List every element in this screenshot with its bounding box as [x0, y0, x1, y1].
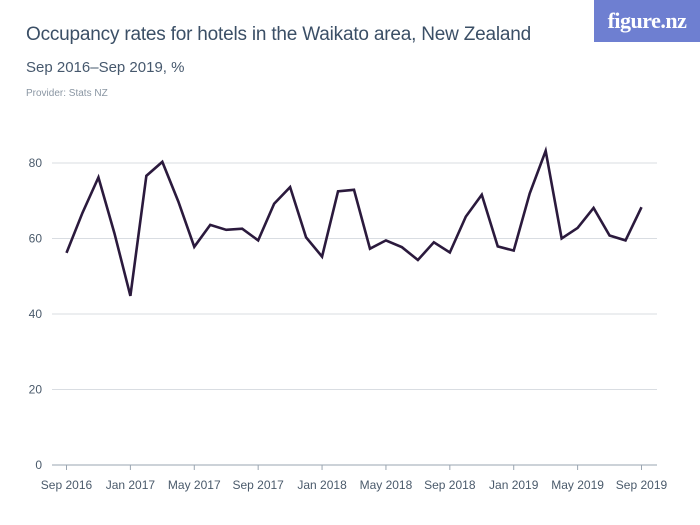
- x-tick-label: Jan 2019: [489, 478, 539, 492]
- data-point[interactable]: [543, 148, 549, 154]
- chart-subtitle: Sep 2016–Sep 2019, %: [26, 59, 185, 76]
- data-point[interactable]: [175, 199, 181, 205]
- data-point[interactable]: [319, 254, 325, 260]
- y-tick-label: 60: [29, 232, 43, 246]
- data-point[interactable]: [431, 239, 437, 245]
- data-point[interactable]: [351, 187, 357, 193]
- data-point[interactable]: [191, 244, 197, 250]
- y-tick-label: 40: [29, 307, 43, 321]
- data-point[interactable]: [159, 159, 165, 165]
- data-point[interactable]: [239, 226, 245, 232]
- data-point[interactable]: [479, 192, 485, 198]
- x-tick-label: Sep 2019: [616, 478, 668, 492]
- x-tick-label: May 2018: [360, 478, 413, 492]
- y-tick-label: 80: [29, 156, 43, 170]
- x-tick-label: Sep 2018: [424, 478, 476, 492]
- x-tick-label: Jan 2018: [297, 478, 347, 492]
- data-point[interactable]: [511, 248, 517, 254]
- series-layer: [64, 146, 645, 299]
- data-point[interactable]: [111, 230, 117, 236]
- series-line: [65, 146, 643, 297]
- data-point[interactable]: [559, 236, 565, 242]
- data-point[interactable]: [399, 244, 405, 250]
- data-point[interactable]: [527, 191, 533, 197]
- grid-lines: [52, 162, 657, 466]
- data-point[interactable]: [335, 188, 341, 194]
- data-point[interactable]: [463, 214, 469, 220]
- chart-title: Occupancy rates for hotels in the Waikat…: [26, 24, 531, 45]
- data-point[interactable]: [287, 184, 293, 190]
- data-point[interactable]: [447, 249, 453, 255]
- y-axis-ticks: 0 20 40 60 80: [29, 156, 43, 472]
- x-axis-ticks: Sep 2016 Jan 2017 May 2017 Sep 2017 Jan 2018…: [41, 465, 668, 492]
- data-point[interactable]: [639, 204, 645, 210]
- data-point[interactable]: [143, 173, 149, 179]
- data-point[interactable]: [495, 243, 501, 249]
- data-point[interactable]: [607, 232, 613, 238]
- data-point[interactable]: [591, 205, 597, 211]
- x-tick-label: Sep 2017: [232, 478, 284, 492]
- x-tick-label: Jan 2017: [106, 478, 156, 492]
- data-point[interactable]: [255, 237, 261, 243]
- data-point[interactable]: [575, 225, 581, 231]
- x-tick-label: May 2017: [168, 478, 221, 492]
- data-point[interactable]: [367, 246, 373, 252]
- data-point[interactable]: [271, 201, 277, 207]
- data-point[interactable]: [207, 222, 213, 228]
- data-point[interactable]: [623, 237, 629, 243]
- data-point[interactable]: [64, 250, 70, 256]
- data-point[interactable]: [95, 174, 101, 180]
- x-tick-label: Sep 2016: [41, 478, 93, 492]
- figure-nz-logo[interactable]: figure.nz: [594, 0, 700, 42]
- data-point[interactable]: [127, 293, 133, 299]
- data-point[interactable]: [79, 210, 85, 216]
- y-tick-label: 0: [35, 458, 42, 472]
- data-provider: Provider: Stats NZ: [26, 88, 108, 99]
- data-point[interactable]: [303, 234, 309, 240]
- data-point[interactable]: [415, 257, 421, 263]
- data-point[interactable]: [223, 227, 229, 233]
- data-point[interactable]: [383, 237, 389, 243]
- y-tick-label: 20: [29, 383, 43, 397]
- x-tick-label: May 2019: [551, 478, 604, 492]
